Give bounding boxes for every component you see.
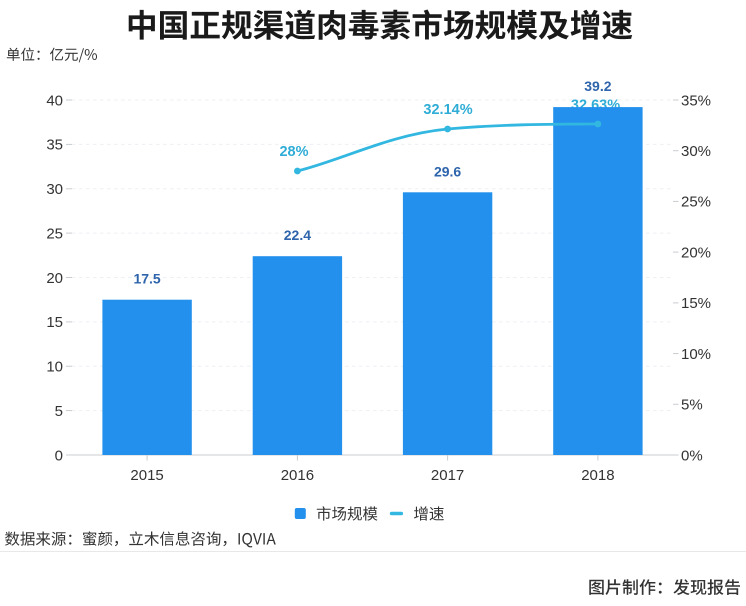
svg-text:40: 40 [46,92,63,109]
svg-text:30%: 30% [681,143,711,160]
svg-text:5: 5 [55,403,63,420]
svg-text:28%: 28% [279,144,308,160]
svg-text:2018: 2018 [581,467,614,484]
svg-text:2016: 2016 [281,467,314,484]
svg-text:17.5: 17.5 [133,271,160,287]
svg-text:39.2: 39.2 [584,78,611,94]
svg-text:35%: 35% [681,92,711,109]
svg-text:15: 15 [46,314,63,331]
svg-text:10: 10 [46,359,63,376]
svg-text:5%: 5% [681,397,703,414]
svg-text:15%: 15% [681,295,711,312]
svg-text:20: 20 [46,270,63,287]
svg-text:29.6: 29.6 [434,163,461,179]
svg-text:20%: 20% [681,244,711,261]
svg-text:35: 35 [46,137,63,154]
svg-text:32.14%: 32.14% [423,102,472,118]
svg-text:0: 0 [55,447,63,464]
svg-text:2015: 2015 [130,467,163,484]
svg-text:22.4: 22.4 [284,227,311,243]
svg-text:25: 25 [46,225,63,242]
svg-text:2017: 2017 [431,467,464,484]
svg-text:30: 30 [46,181,63,198]
svg-text:25%: 25% [681,194,711,211]
svg-text:0%: 0% [681,447,703,464]
svg-text:10%: 10% [681,346,711,363]
